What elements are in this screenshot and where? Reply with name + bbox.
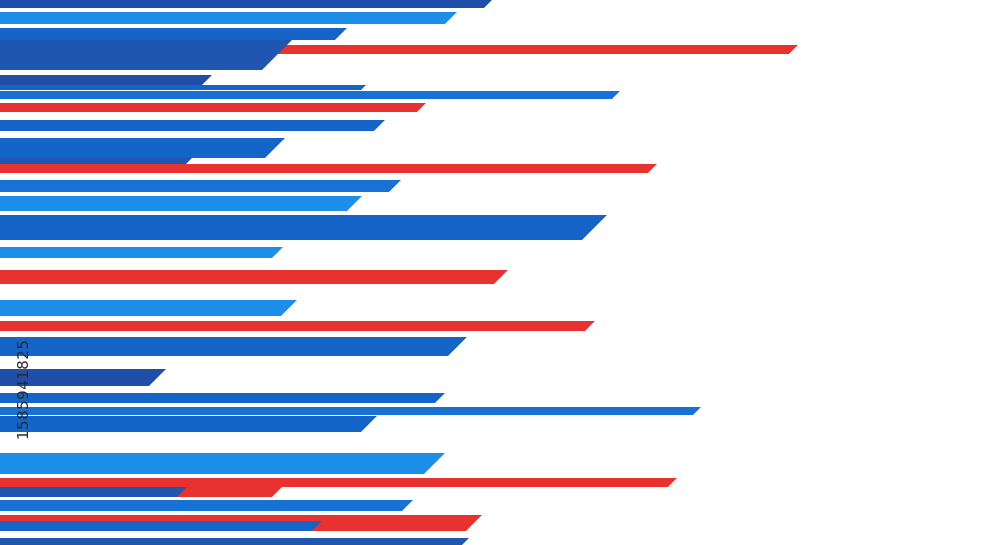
stripe: [0, 180, 401, 192]
stripe: [0, 521, 322, 531]
stripe: [0, 196, 362, 211]
stripe: [0, 91, 620, 99]
stripe: [0, 164, 657, 173]
stripe: [0, 337, 467, 356]
stripe: [0, 12, 457, 24]
stripe: [0, 103, 426, 112]
stripe: [0, 28, 347, 40]
stripes: [0, 0, 798, 545]
stripe: [0, 247, 283, 258]
stripe: [0, 500, 413, 511]
stripe: [0, 75, 212, 85]
stripe: [0, 215, 607, 240]
stripe: [0, 416, 377, 432]
stripe: [0, 393, 445, 403]
stripe: [0, 478, 677, 487]
stripe: [0, 538, 469, 545]
stripe: [0, 487, 187, 497]
stripe: [0, 300, 297, 316]
stripe: [0, 321, 595, 331]
stripe: [0, 407, 701, 415]
stripe: [0, 138, 285, 158]
stripe: [0, 158, 192, 165]
stripe: [0, 85, 366, 90]
image-id: 1585941825: [14, 340, 32, 440]
stripe: [0, 0, 492, 8]
stripe: [0, 120, 385, 131]
stripe: [0, 369, 166, 386]
stripe: [0, 453, 445, 474]
stripe: [0, 270, 508, 284]
stripe: [0, 40, 292, 70]
